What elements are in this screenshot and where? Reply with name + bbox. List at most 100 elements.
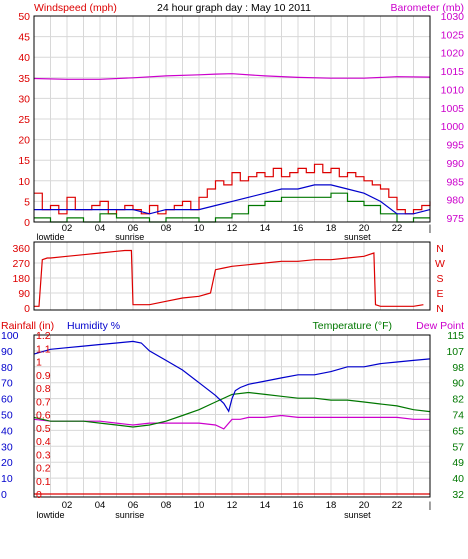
panel1-frame: [33, 15, 431, 223]
x-tick-label: 18: [326, 223, 337, 234]
rainfall-tick: 0.2: [36, 463, 51, 475]
x-tick-label: 04: [95, 223, 106, 234]
x-tick-label: 10: [194, 223, 205, 234]
marker-sunset: sunset: [344, 232, 371, 242]
temperature-tick: 90: [452, 378, 464, 390]
humidity-tick: 10: [1, 473, 13, 485]
rainfall-axis-title: Rainfall (in): [1, 320, 54, 332]
temperature-tick: 115: [447, 330, 464, 342]
direction-tick: 90: [18, 288, 30, 300]
x-tick-label: 12: [227, 500, 238, 511]
temperature-tick: 40: [452, 473, 464, 485]
temperature-tick: 57: [452, 441, 464, 453]
humidity-tick: 40: [1, 425, 13, 437]
humidity-tick: 60: [1, 394, 13, 406]
rainfall-tick: 0.5: [36, 423, 51, 435]
windspeed-tick: 40: [18, 52, 30, 64]
barometer-line: [33, 73, 431, 80]
x-tick-label: 02: [62, 223, 73, 234]
panel3-frame: [33, 334, 431, 498]
rainfall-tick: 0.4: [36, 436, 51, 448]
humidity-axis-title: Humidity %: [67, 320, 120, 332]
rainfall-tick-labels: 00.10.2 0.30.40.50.6 0.70.80.91 1.11.2: [36, 330, 51, 501]
humidity-tick: 0: [1, 489, 7, 501]
dewpoint-axis-title: Dew Point: [416, 320, 464, 332]
direction-degree-tick-labels: 0 90 180 270 360: [12, 243, 30, 315]
windspeed-tick: 50: [18, 11, 30, 23]
windspeed-tick: 35: [18, 73, 30, 85]
barometer-tick: 990: [446, 158, 464, 170]
marker-sunset: sunset: [344, 510, 371, 520]
windspeed-tick: 20: [18, 135, 30, 147]
humidity-tick: 50: [1, 410, 13, 422]
panel1-x-tick-labels: 02 04 06 08 10 12 14 16 18 20 22 |: [62, 223, 432, 234]
humidity-tick-labels: 0 10 20 30 40 50 60 70 80 90 100: [1, 330, 19, 501]
panel2-grid: [34, 242, 430, 310]
compass-tick: E: [436, 288, 443, 300]
marker-lowtide: lowtide: [36, 232, 64, 242]
barometer-tick: 1015: [441, 66, 465, 78]
windspeed-tick: 45: [18, 32, 30, 44]
rainfall-tick: 1: [36, 357, 42, 369]
x-tick-label: |: [429, 500, 431, 511]
x-tick-label: 10: [194, 500, 205, 511]
marker-sunrise: sunrise: [115, 510, 144, 520]
humidity-tick: 80: [1, 362, 13, 374]
x-tick-label: 08: [161, 500, 172, 511]
humidity-tick: 90: [1, 346, 13, 358]
x-tick-label: 22: [392, 223, 403, 234]
x-tick-label: 20: [359, 500, 370, 511]
x-tick-label: 06: [128, 223, 139, 234]
barometer-tick: 1030: [441, 11, 465, 23]
x-tick-label: 12: [227, 223, 238, 234]
barometer-tick: 975: [446, 213, 464, 225]
marker-sunrise: sunrise: [115, 232, 144, 242]
chart-title: 24 hour graph day : May 10 2011: [157, 2, 311, 14]
windspeed-avg-line: [34, 184, 431, 215]
x-tick-label: 14: [260, 500, 271, 511]
rainfall-tick: 1.1: [36, 343, 51, 355]
dewpoint-line: [33, 414, 430, 430]
rainfall-tick: 0: [36, 489, 42, 501]
panel2-frame: [33, 241, 431, 311]
panel2-series: [34, 249, 424, 307]
panel3-series: [33, 340, 431, 495]
rainfall-tick: 1.2: [36, 330, 51, 342]
direction-tick: 0: [24, 303, 30, 315]
windspeed-tick: 10: [18, 176, 30, 188]
temperature-tick: 74: [452, 410, 464, 422]
panel3-event-markers: lowtide sunrise sunset: [36, 510, 371, 520]
panel1-event-markers: lowtide sunrise sunset: [36, 232, 371, 242]
rainfall-tick: 0.7: [36, 396, 51, 408]
temperature-tick: 49: [452, 457, 464, 469]
wind-barometer-panel: Windspeed (mph) 24 hour graph day : May …: [18, 2, 464, 242]
rainfall-tick: 0.8: [36, 383, 51, 395]
barometer-tick: 1025: [441, 29, 465, 41]
x-tick-label: 18: [326, 500, 337, 511]
x-tick-label: 20: [359, 223, 370, 234]
x-tick-label: 14: [260, 223, 271, 234]
temperature-line: [33, 391, 431, 428]
x-tick-label: 16: [293, 223, 304, 234]
direction-tick: 270: [12, 258, 30, 270]
barometer-tick: 1020: [441, 48, 465, 60]
rainfall-tick: 0.9: [36, 370, 51, 382]
barometer-tick: 985: [446, 176, 464, 188]
compass-tick: W: [435, 258, 445, 270]
temperature-tick: 65: [452, 425, 464, 437]
barometer-tick: 1010: [441, 84, 465, 96]
compass-tick: S: [436, 273, 443, 285]
temperature-tick: 82: [452, 394, 464, 406]
windspeed-min-line: [34, 192, 430, 223]
windspeed-tick: 15: [18, 155, 30, 167]
x-tick-label: 04: [95, 500, 106, 511]
rainfall-tick: 0.3: [36, 449, 51, 461]
direction-tick: 360: [12, 243, 30, 255]
barometer-tick: 995: [446, 140, 464, 152]
panel1-series: [33, 73, 431, 223]
x-tick-label: 16: [293, 500, 304, 511]
windspeed-tick-labels: 0 5 10 15 20 25 30 35 40 45 50: [18, 11, 30, 229]
